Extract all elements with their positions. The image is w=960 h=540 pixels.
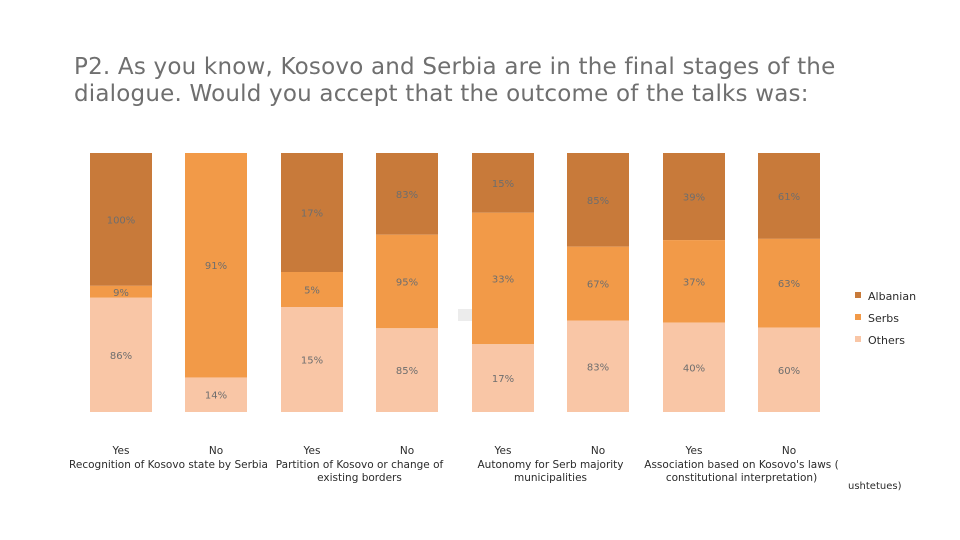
group-label-3: Association based on Kosovo's laws ( (644, 459, 838, 471)
legend-swatch-others (855, 336, 861, 342)
legend-label-albanian: Albanian (868, 290, 916, 303)
bar-segment-albanian-2 (281, 153, 343, 272)
bars-layer (90, 153, 820, 412)
data-label-others-6: 40% (683, 363, 705, 374)
bar-segment-albanian-4 (472, 153, 534, 213)
bar-segment-albanian-3 (376, 153, 438, 235)
bar-segment-serbs-5 (567, 246, 629, 321)
bar-segment-albanian-5 (567, 153, 629, 247)
group-label-2: municipalities (514, 472, 587, 484)
bar-segment-serbs-4 (472, 212, 534, 345)
category-label-3: No (400, 445, 414, 457)
bar-segment-serbs-1 (185, 153, 247, 378)
bar-segment-others-6 (663, 322, 725, 412)
category-label-4: Yes (494, 445, 512, 457)
legend-swatch-serbs (855, 314, 861, 320)
data-label-albanian-0: 100% (107, 215, 136, 226)
placeholder-marker (458, 309, 472, 321)
category-label-1: No (209, 445, 223, 457)
data-label-others-5: 83% (587, 362, 609, 373)
data-label-serbs-2: 5% (304, 286, 320, 297)
footnote-text: ushtetues) (848, 481, 902, 492)
category-label-7: No (782, 445, 796, 457)
data-label-serbs-6: 37% (683, 277, 705, 288)
bar-segment-serbs-2 (281, 272, 343, 307)
bar-segment-serbs-7 (758, 238, 820, 328)
data-label-albanian-4: 15% (492, 179, 514, 190)
bar-segment-serbs-6 (663, 240, 725, 323)
data-label-others-2: 15% (301, 356, 323, 367)
bar-segment-serbs-3 (376, 234, 438, 329)
data-label-albanian-7: 61% (778, 192, 800, 203)
group-label-0: Recognition of Kosovo state by Serbia (69, 459, 268, 471)
bar-segment-albanian-0 (90, 153, 152, 286)
bar-segment-albanian-7 (758, 153, 820, 239)
data-label-serbs-0: 9% (113, 288, 129, 299)
data-label-others-4: 17% (492, 374, 514, 385)
category-label-2: Yes (303, 445, 321, 457)
bar-segment-others-0 (90, 297, 152, 412)
category-label-6: Yes (685, 445, 703, 457)
data-label-serbs-7: 63% (778, 279, 800, 290)
data-label-albanian-2: 17% (301, 209, 323, 220)
data-label-others-0: 86% (110, 351, 132, 362)
group-label-1: Partition of Kosovo or change of (276, 459, 444, 471)
data-label-serbs-4: 33% (492, 275, 514, 286)
bar-segment-others-3 (376, 328, 438, 412)
data-label-albanian-3: 83% (396, 190, 418, 201)
category-label-0: Yes (112, 445, 130, 457)
bar-segment-others-5 (567, 320, 629, 412)
data-label-others-3: 85% (396, 366, 418, 377)
bar-segment-others-7 (758, 327, 820, 412)
legend-swatch-albanian (855, 292, 861, 298)
bar-segment-serbs-0 (90, 285, 152, 298)
bar-segment-others-2 (281, 307, 343, 412)
data-label-others-1: 14% (205, 391, 227, 402)
group-label-2: Autonomy for Serb majority (477, 459, 623, 471)
legend-label-serbs: Serbs (868, 312, 899, 325)
group-label-3: constitutional interpretation) (666, 472, 817, 484)
group-label-1: existing borders (317, 472, 402, 484)
data-labels-layer: 100% 9% 86% 91% 14% 17% 5% 15% 83% 95% 85% 15% 33% 17… (107, 179, 800, 402)
data-label-serbs-1: 91% (205, 261, 227, 272)
data-label-serbs-5: 67% (587, 280, 609, 291)
bar-segment-albanian-6 (663, 153, 725, 241)
data-label-albanian-6: 39% (683, 193, 705, 204)
category-label-5: No (591, 445, 605, 457)
data-label-others-7: 60% (778, 366, 800, 377)
category-labels-layer: Yes No Recognition of Kosovo state by Serb… (69, 445, 839, 484)
data-label-serbs-3: 95% (396, 278, 418, 289)
bar-segment-others-4 (472, 344, 534, 412)
legend: Albanian Serbs Others (855, 290, 916, 347)
chart-title: P2. As you know, Kosovo and Serbia are i… (74, 54, 836, 107)
legend-label-others: Others (868, 334, 905, 347)
data-label-albanian-5: 85% (587, 196, 609, 207)
bar-segment-others-1 (185, 377, 247, 412)
